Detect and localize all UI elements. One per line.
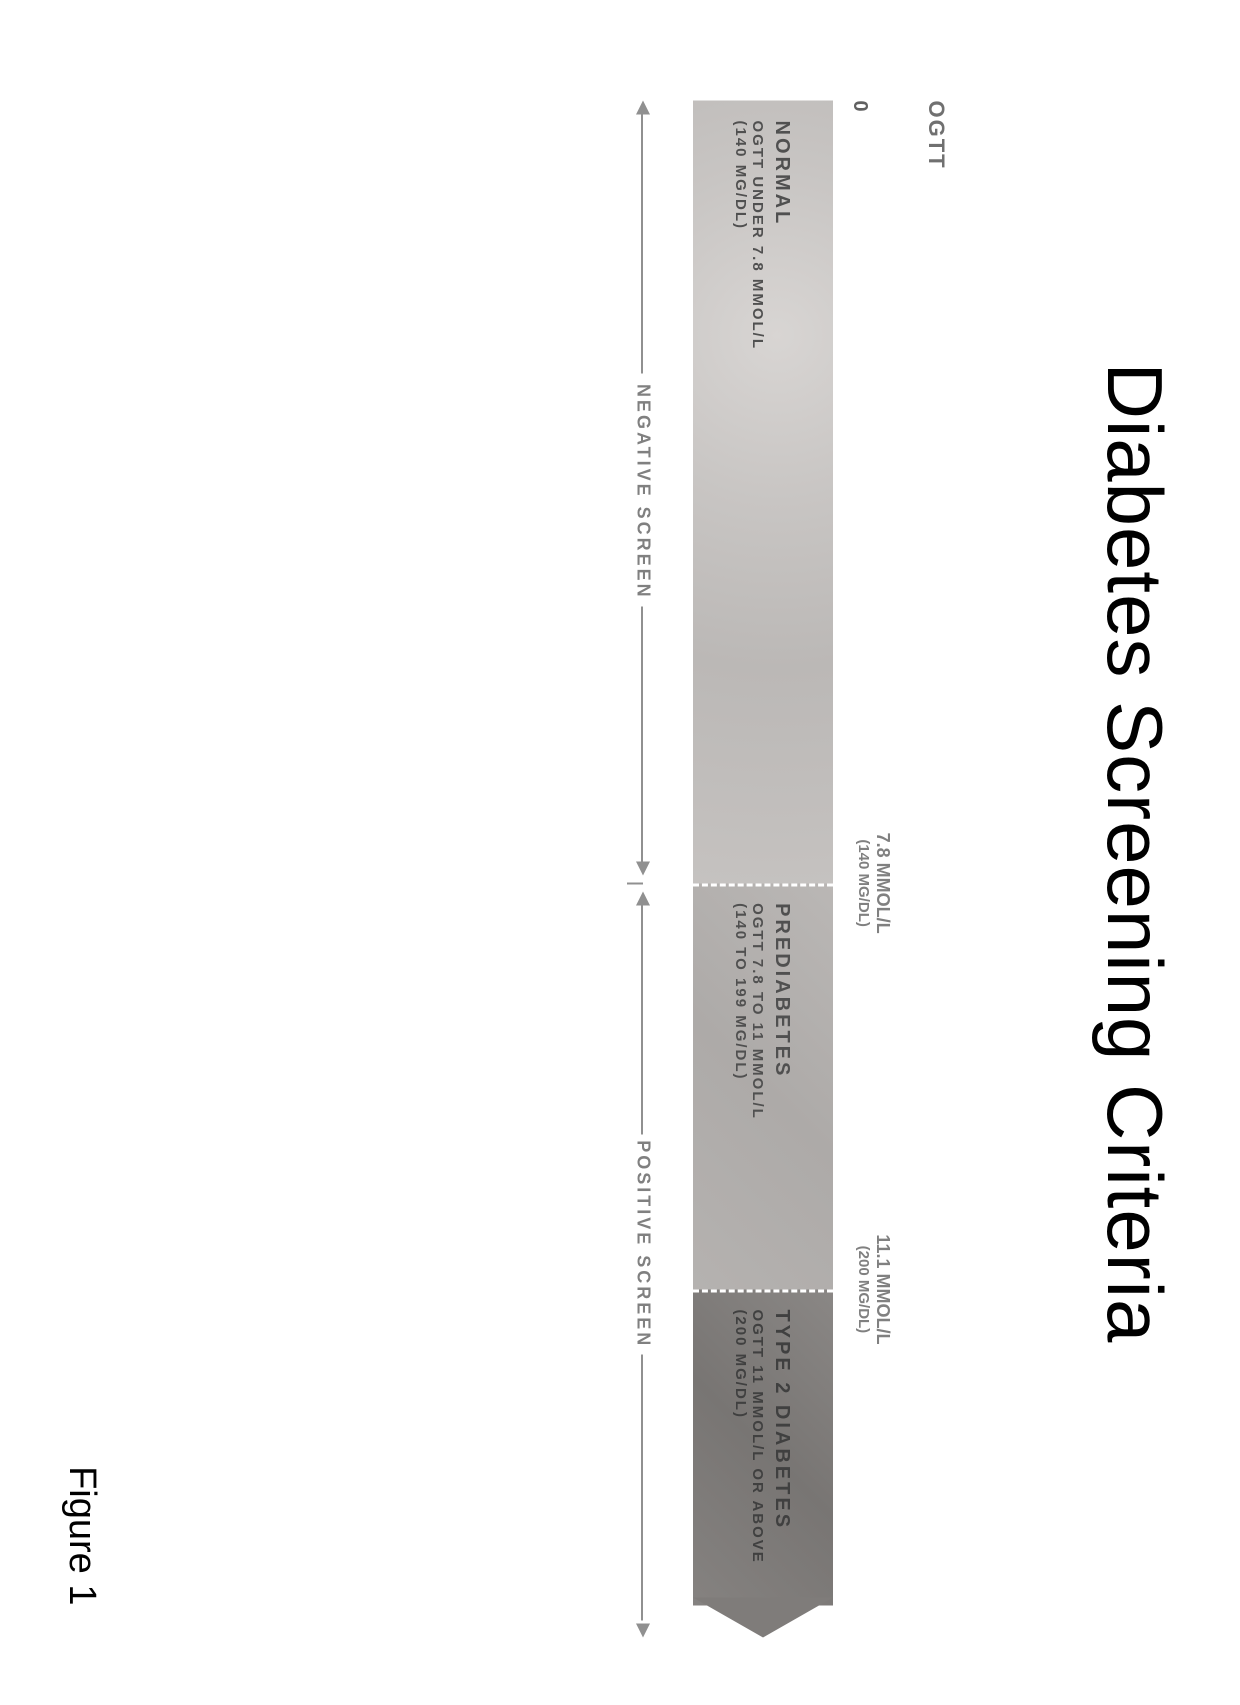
segment-prediabetes: PREDIABETES OGTT 7.8 TO 11 MMOL/L (140 T… bbox=[693, 883, 833, 1289]
threshold-2-main: 11.1 MMOL/L bbox=[873, 1234, 893, 1344]
arrow-head-right-icon bbox=[636, 861, 650, 875]
segment-prediabetes-title: PREDIABETES bbox=[771, 903, 794, 1078]
threshold-prediabetes: 7.8 MMOL/L (140 MG/DL) bbox=[855, 832, 893, 933]
segment-normal-line2: (140 MG/DL) bbox=[733, 120, 750, 230]
arrow-cap-icon bbox=[693, 1597, 833, 1637]
thresholds-row: 0 7.8 MMOL/L (140 MG/DL) 11.1 MMOL/L (20… bbox=[843, 100, 893, 1605]
diagram-container: OGTT 0 7.8 MMOL/L (140 MG/DL) 11.1 MMOL/… bbox=[613, 100, 949, 1605]
segment-diabetes-line2: (200 MG/DL) bbox=[733, 1309, 750, 1419]
figure-label: Figure 1 bbox=[60, 1466, 103, 1605]
segment-normal: NORMAL OGTT UNDER 7.8 MMOL/L (140 MG/DL) bbox=[693, 100, 833, 883]
ogtt-label: OGTT bbox=[923, 100, 949, 1605]
page-title: Diabetes Screening Criteria bbox=[1089, 100, 1180, 1605]
zero-label: 0 bbox=[848, 100, 871, 111]
segment-diabetes-line1: OGTT 11 MMOL/L OR ABOVE bbox=[750, 1309, 767, 1563]
negative-arrow-left bbox=[641, 112, 643, 373]
threshold-diabetes: 11.1 MMOL/L (200 MG/DL) bbox=[855, 1234, 893, 1344]
arrow-head-right-icon bbox=[636, 1623, 650, 1637]
threshold-1-sub: (140 MG/DL) bbox=[855, 832, 872, 933]
negative-arrow-right bbox=[641, 606, 643, 862]
segment-diabetes-title: TYPE 2 DIABETES bbox=[771, 1309, 794, 1530]
segment-diabetes: TYPE 2 DIABETES OGTT 11 MMOL/L OR ABOVE … bbox=[693, 1289, 833, 1605]
divider-2 bbox=[693, 1289, 833, 1292]
positive-arrow-right bbox=[641, 1354, 643, 1620]
threshold-1-main: 7.8 MMOL/L bbox=[873, 832, 893, 933]
positive-screen-label: POSITIVE SCREEN bbox=[633, 1139, 654, 1349]
bar-wrapper: NORMAL OGTT UNDER 7.8 MMOL/L (140 MG/DL)… bbox=[693, 100, 833, 1605]
page-container: Diabetes Screening Criteria OGTT 0 7.8 M… bbox=[0, 0, 1240, 1705]
negative-screen-label: NEGATIVE SCREEN bbox=[633, 381, 654, 601]
bar-segments: NORMAL OGTT UNDER 7.8 MMOL/L (140 MG/DL)… bbox=[693, 100, 833, 1605]
segment-normal-title: NORMAL bbox=[771, 120, 794, 226]
tick-split bbox=[627, 882, 643, 884]
divider-1 bbox=[693, 883, 833, 886]
threshold-2-sub: (200 MG/DL) bbox=[855, 1234, 872, 1344]
positive-arrow-left bbox=[641, 903, 643, 1134]
screen-row: NEGATIVE SCREEN POSITIVE SCREEN bbox=[613, 100, 673, 1605]
arrow-head-left-icon bbox=[636, 891, 650, 905]
arrow-head-left-icon bbox=[636, 100, 650, 114]
segment-prediabetes-line1: OGTT 7.8 TO 11 MMOL/L bbox=[750, 903, 767, 1120]
segment-normal-line1: OGTT UNDER 7.8 MMOL/L bbox=[750, 120, 767, 350]
segment-prediabetes-line2: (140 TO 199 MG/DL) bbox=[733, 903, 750, 1080]
